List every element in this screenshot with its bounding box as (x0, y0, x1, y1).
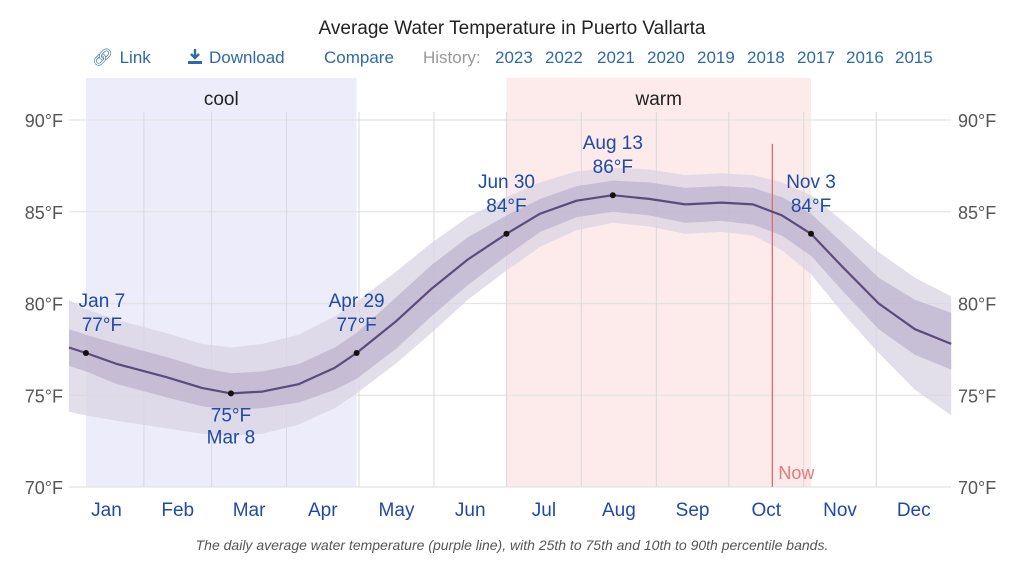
history-year-2015[interactable]: 2015 (895, 48, 933, 67)
link-button[interactable]: 🔗︎ Link (92, 48, 151, 68)
annotation-point (82, 350, 89, 357)
month-label-jan: Jan (91, 500, 122, 521)
annotation-point (227, 390, 234, 397)
chart-caption: The daily average water temperature (pur… (195, 537, 829, 553)
band-25-75 (69, 180, 952, 410)
history-year-2020[interactable]: 2020 (647, 48, 685, 67)
ytick-left-85: 85°F (25, 203, 63, 223)
history-label: History: (423, 48, 481, 67)
ytick-right-80: 80°F (958, 295, 996, 315)
toolbar: 🔗︎ Link Download Compare History: 2023 202… (0, 48, 1024, 72)
annotation-point (353, 350, 360, 357)
annotation-label: Mar 8 (207, 427, 256, 448)
history-year-2021[interactable]: 2021 (597, 48, 635, 67)
month-label-mar: Mar (233, 500, 266, 521)
month-label-jul: Jul (532, 500, 556, 521)
annotation-label: 77°F (336, 315, 376, 336)
month-label-dec: Dec (897, 500, 931, 521)
annotation-label: Aug 13 (583, 133, 643, 154)
month-label-nov: Nov (823, 500, 857, 521)
annotation-label: Apr 29 (329, 291, 385, 312)
history-year-2018[interactable]: 2018 (747, 48, 785, 67)
link-icon: 🔗︎ (92, 48, 114, 67)
month-label-aug: Aug (602, 500, 636, 521)
month-label-oct: Oct (752, 500, 782, 521)
annotation-label: 86°F (593, 157, 633, 178)
ytick-left-75: 75°F (25, 386, 63, 406)
annotation-point (609, 192, 616, 199)
month-label-sep: Sep (676, 500, 710, 521)
annotation-label: 77°F (82, 315, 122, 336)
month-label-may: May (379, 500, 415, 521)
download-label: Download (209, 48, 285, 67)
link-label: Link (119, 48, 151, 67)
annotation-label: Nov 3 (786, 172, 836, 193)
ytick-right-75: 75°F (958, 386, 996, 406)
month-label-jun: Jun (455, 500, 486, 521)
ytick-left-90: 90°F (25, 111, 63, 131)
ytick-right-70: 70°F (958, 478, 996, 498)
ytick-left-80: 80°F (25, 295, 63, 315)
history-year-2019[interactable]: 2019 (697, 48, 735, 67)
history-year-2023[interactable]: 2023 (495, 48, 533, 67)
compare-button[interactable]: Compare (324, 48, 394, 67)
annotation-label: 84°F (486, 196, 526, 217)
ytick-left-70: 70°F (25, 478, 63, 498)
ytick-right-85: 85°F (958, 203, 996, 223)
history-year-2017[interactable]: 2017 (797, 48, 835, 67)
now-label: Now (778, 463, 815, 483)
chart-title: Average Water Temperature in Puerto Vall… (318, 18, 706, 39)
annotation-label: Jun 30 (478, 172, 535, 193)
annotation-label: 75°F (211, 405, 251, 426)
annotation-point (808, 230, 815, 237)
history-year-2022[interactable]: 2022 (545, 48, 583, 67)
month-label-feb: Feb (161, 500, 194, 521)
annotation-point (503, 230, 510, 237)
month-label-apr: Apr (308, 500, 338, 521)
download-button[interactable]: Download (187, 48, 285, 68)
region-warm (506, 78, 812, 487)
annotation-label: 84°F (791, 196, 831, 217)
ytick-right-90: 90°F (958, 111, 996, 131)
region-label-cool: cool (204, 89, 239, 110)
region-label-warm: warm (635, 89, 682, 110)
temperature-chart: Now cool warm 70°F 70°F 75°F 75°F 80°F 80°F 85°F 8… (25, 78, 996, 521)
history-year-2016[interactable]: 2016 (846, 48, 884, 67)
annotation-label: Jan 7 (79, 291, 125, 312)
download-icon (187, 48, 203, 68)
